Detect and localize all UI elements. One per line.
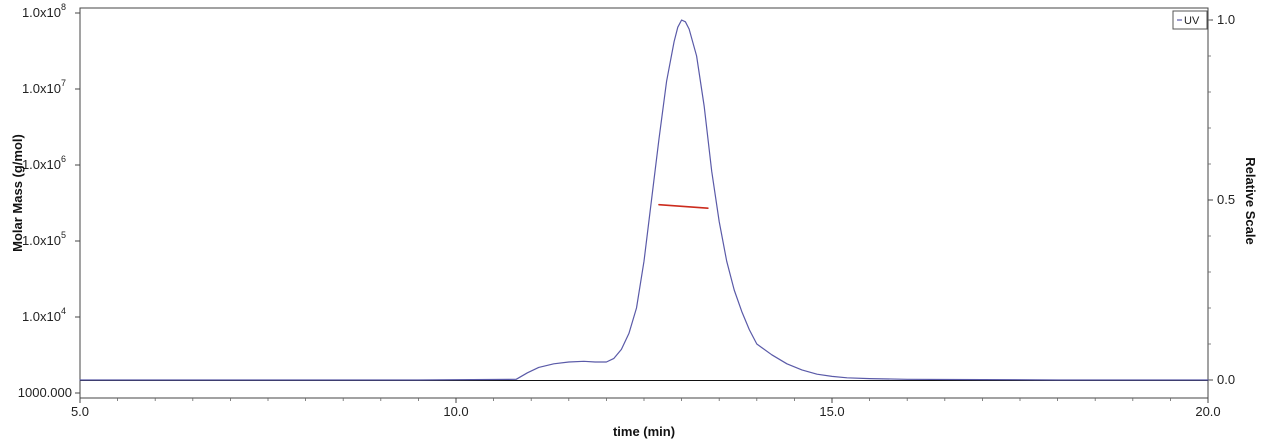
y-left-tick-label: 1.0x107: [22, 78, 66, 96]
y-right-tick-label: 1.0: [1217, 12, 1235, 27]
plot-frame: [79, 7, 1209, 399]
x-tick-label: 20.0: [1195, 404, 1220, 419]
legend-box: [1172, 10, 1208, 30]
y-axis-left-title: Molar Mass (g/mol): [10, 134, 25, 252]
y-left-tick-label: 1.0x104: [22, 306, 66, 324]
y-axis-right-title: Relative Scale: [1243, 157, 1258, 244]
y-left-tick-label: 1.0x105: [22, 230, 66, 248]
x-tick-label: 5.0: [71, 404, 89, 419]
y-left-tick-label: 1.0x106: [22, 154, 66, 172]
x-tick-label: 15.0: [819, 404, 844, 419]
x-axis-title: time (min): [613, 424, 675, 439]
y-left-tick-label: 1000.000: [18, 385, 72, 400]
uv-series-line: [79, 19, 1209, 381]
series-layer: [79, 19, 1209, 381]
y-right-tick-label: 0.0: [1217, 372, 1235, 387]
y-right-tick-label: 0.5: [1217, 192, 1235, 207]
x-tick-label: 10.0: [443, 404, 468, 419]
y-axis-right: 0.0 0.5 1.0: [1208, 12, 1235, 387]
legend: UV: [1172, 10, 1208, 30]
x-axis: 5.0 10.0 15.0 20.0: [71, 398, 1221, 419]
y-left-tick-label: 1.0x108: [22, 2, 66, 20]
plot-area: [79, 7, 1209, 399]
molar-mass-series-line: [658, 203, 709, 209]
legend-entry-uv: UV: [1184, 15, 1200, 27]
y-axis-left: 1000.000 1.0x104 1.0x105 1.0x106 1.0x107 1.0x…: [18, 2, 80, 400]
